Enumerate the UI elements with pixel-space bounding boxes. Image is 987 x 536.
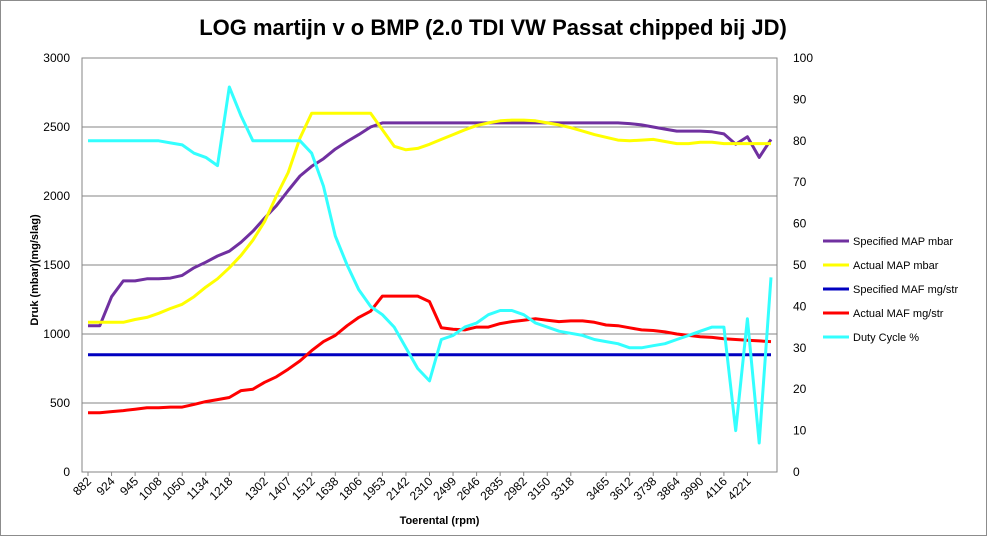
x-tick-label: 2142 bbox=[383, 474, 412, 503]
x-tick-label: 1953 bbox=[360, 474, 389, 503]
series-line-1 bbox=[88, 111, 771, 324]
y-tick-label: 1000 bbox=[43, 327, 70, 341]
x-tick-label: 1302 bbox=[242, 474, 271, 503]
y2-tick-label: 10 bbox=[793, 424, 807, 438]
y2-tick-label: 90 bbox=[793, 92, 807, 106]
x-tick-label: 4221 bbox=[725, 474, 754, 503]
y2-tick-label: 20 bbox=[793, 382, 807, 396]
x-tick-label: 2310 bbox=[407, 474, 436, 503]
legend-entry: Specified MAP mbar bbox=[853, 236, 953, 248]
series-layer bbox=[88, 85, 773, 445]
x-tick-label: 3612 bbox=[607, 474, 636, 503]
x-tick-label: 1134 bbox=[184, 474, 212, 502]
y-tick-label: 2500 bbox=[43, 120, 70, 134]
legend-entry: Actual MAF mg/str bbox=[853, 308, 944, 320]
y2-tick-label: 40 bbox=[793, 299, 807, 313]
x-tick-label: 2982 bbox=[501, 474, 530, 503]
x-tick-label: 2646 bbox=[454, 474, 483, 503]
gridlines bbox=[82, 126, 777, 404]
y-tick-label: 3000 bbox=[43, 51, 70, 65]
series-line-3 bbox=[88, 294, 772, 415]
y2-tick-label: 60 bbox=[793, 217, 807, 231]
y-axis-label: Druk (mbar)(mg/slag) bbox=[29, 214, 41, 326]
x-axis-label: Toerental (rpm) bbox=[400, 515, 480, 527]
y2-tick-label: 0 bbox=[793, 465, 800, 479]
y2-axis-ticks: 0 10 20 30 40 50 60 70 80 90 100 bbox=[793, 51, 813, 479]
legend-entry: Actual MAP mbar bbox=[853, 260, 939, 272]
series-line-0 bbox=[88, 121, 773, 328]
legend-entry: Specified MAF mg/str bbox=[853, 284, 958, 296]
legend-entry: Duty Cycle % bbox=[853, 332, 919, 344]
x-tick-label: 882 bbox=[70, 474, 94, 498]
x-tick-label: 1407 bbox=[266, 474, 295, 503]
legend: Specified MAP mbar Actual MAP mbar Specifi… bbox=[823, 236, 958, 344]
x-tick-label: 1638 bbox=[313, 474, 342, 503]
y-tick-label: 0 bbox=[63, 465, 70, 479]
y2-tick-label: 100 bbox=[793, 51, 813, 65]
y2-tick-label: 80 bbox=[793, 134, 807, 148]
series-line-4 bbox=[88, 85, 773, 445]
y-tick-label: 500 bbox=[50, 396, 70, 410]
x-tick-label: 3990 bbox=[678, 474, 707, 503]
y-tick-label: 2000 bbox=[43, 189, 70, 203]
x-tick-label: 2499 bbox=[430, 474, 459, 503]
x-tick-label: 1218 bbox=[207, 474, 236, 503]
x-tick-label: 1512 bbox=[289, 474, 318, 503]
x-tick-label: 924 bbox=[94, 474, 118, 498]
x-tick-label: 1050 bbox=[160, 474, 189, 503]
chart-title: LOG martijn v o BMP (2.0 TDI VW Passat c… bbox=[199, 15, 787, 40]
x-tick-label: 2835 bbox=[477, 474, 506, 503]
y-axis-ticks: 0 500 1000 1500 2000 2500 3000 bbox=[43, 51, 70, 479]
x-tick-label: 3864 bbox=[654, 474, 683, 503]
x-tick-label: 3465 bbox=[583, 474, 612, 503]
x-tick-label: 3318 bbox=[548, 474, 577, 503]
y2-tick-label: 70 bbox=[793, 175, 807, 189]
x-tick-label: 3150 bbox=[525, 474, 554, 503]
y-tick-label: 1500 bbox=[43, 258, 70, 272]
x-tick-label: 4116 bbox=[702, 474, 730, 502]
y2-tick-label: 30 bbox=[793, 341, 807, 355]
y2-tick-label: 50 bbox=[793, 258, 807, 272]
x-tick-label: 3738 bbox=[631, 474, 660, 503]
x-tick-label: 1806 bbox=[336, 474, 365, 503]
x-tick-label: 1008 bbox=[136, 474, 165, 503]
